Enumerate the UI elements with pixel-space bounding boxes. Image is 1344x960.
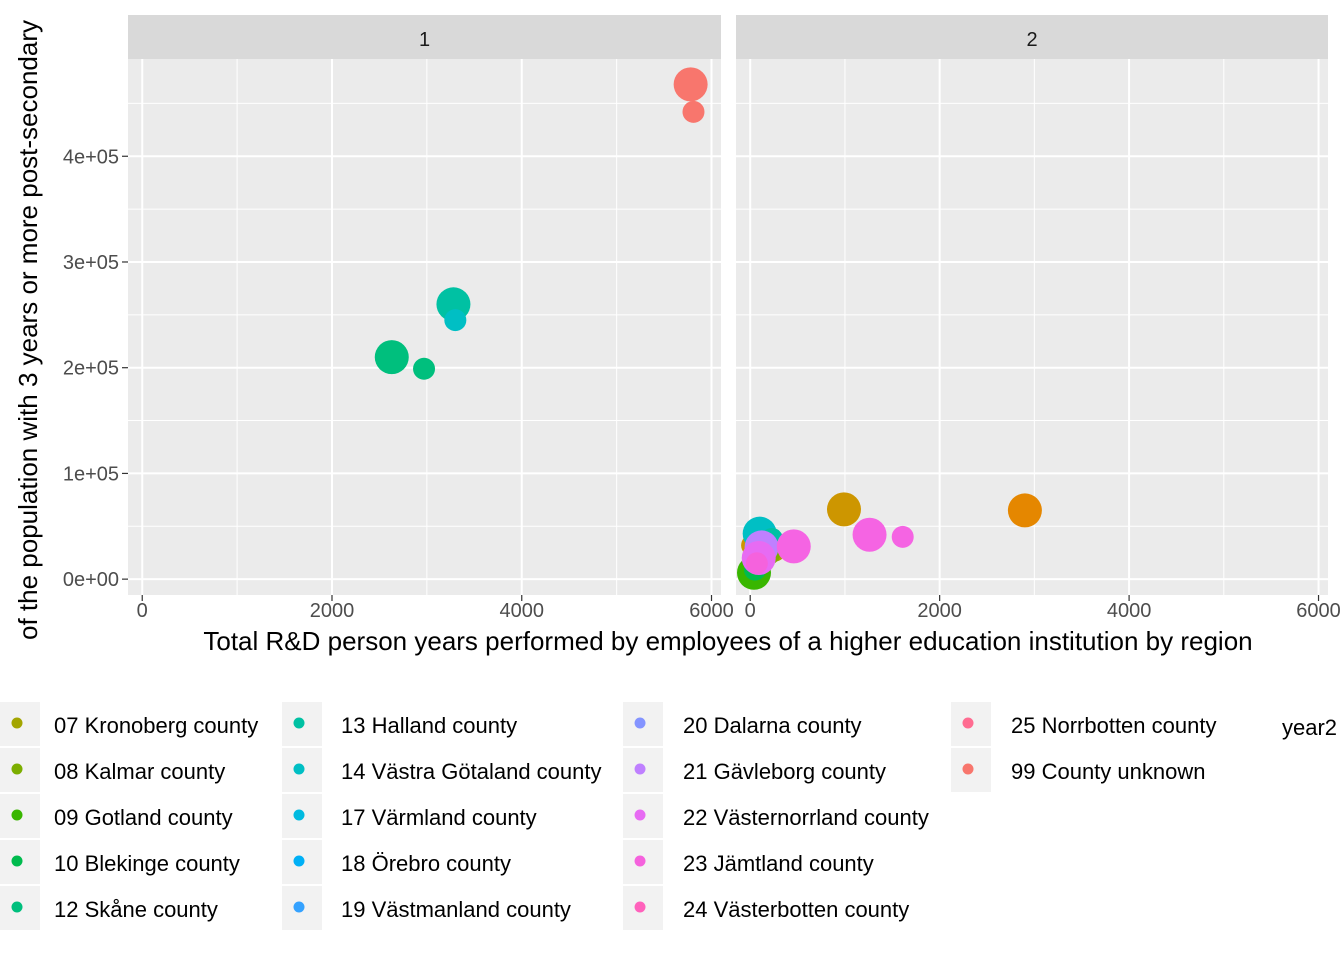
facet-strip-1: [128, 15, 721, 59]
legend-label: 18 Örebro county: [341, 851, 511, 876]
legend-label: 24 Västerbotten county: [683, 897, 909, 922]
data-point: [1018, 502, 1041, 525]
data-point: [682, 100, 705, 123]
x-tick-label: 6000: [689, 600, 734, 622]
data-point: [413, 357, 436, 380]
legend-label: 23 Jämtland county: [683, 851, 874, 876]
x-tick-label: 0: [745, 600, 756, 622]
data-point: [673, 67, 708, 102]
data-point: [374, 340, 409, 375]
panel-background-1: [128, 59, 721, 595]
facet-strip-2: [736, 15, 1328, 59]
legend-key-dot: [293, 901, 305, 913]
x-tick-label: 2000: [917, 600, 962, 622]
y-axis-title: of the population with 3 years or more p…: [13, 20, 43, 640]
x-tick-label: 4000: [500, 600, 545, 622]
legend-label: 99 County unknown: [1011, 759, 1205, 784]
y-tick-label: 3e+05: [63, 252, 119, 274]
legend-label: 17 Värmland county: [341, 805, 537, 830]
data-point: [745, 552, 768, 575]
y-tick-label: 4e+05: [63, 146, 119, 168]
legend-key-dot: [293, 763, 305, 775]
data-point: [826, 492, 861, 527]
x-axis-title: Total R&D person years performed by empl…: [203, 626, 1252, 656]
legend-key-dot: [293, 809, 305, 821]
legend-label: 22 Västernorrland county: [683, 805, 929, 830]
facet-strip-label-1: 1: [419, 29, 430, 51]
legend-key-dot: [11, 763, 23, 775]
legend-key-dot: [11, 855, 23, 867]
legend-label: 09 Gotland county: [54, 805, 233, 830]
legend-key-dot: [11, 809, 23, 821]
legend-label: 20 Dalarna county: [683, 713, 862, 738]
data-point: [891, 525, 914, 548]
y-tick-label: 1e+05: [63, 463, 119, 485]
legend-label: 25 Norrbotten county: [1011, 713, 1216, 738]
legend-title: year2: [1282, 715, 1337, 740]
legend-key-dot: [634, 809, 646, 821]
legend-key-dot: [293, 717, 305, 729]
legend-key-dot: [11, 717, 23, 729]
legend-key-dot: [634, 763, 646, 775]
x-tick-label: 6000: [1296, 600, 1341, 622]
x-tick-label: 0: [137, 600, 148, 622]
legend-label: 10 Blekinge county: [54, 851, 240, 876]
legend-key-dot: [962, 717, 974, 729]
data-point: [444, 309, 467, 332]
legend-label: 14 Västra Götaland county: [341, 759, 602, 784]
legend-key-dot: [634, 901, 646, 913]
legend-label: 19 Västmanland county: [341, 897, 571, 922]
legend-key-dot: [962, 763, 974, 775]
data-point: [852, 517, 887, 552]
x-tick-label: 4000: [1107, 600, 1152, 622]
legend-key-dot: [293, 855, 305, 867]
legend-key-dot: [634, 717, 646, 729]
data-point: [776, 529, 811, 564]
legend-label: 12 Skåne county: [54, 897, 218, 922]
facet-strip-label-2: 2: [1026, 29, 1037, 51]
y-tick-label: 0e+00: [63, 569, 119, 591]
legend-label: 08 Kalmar county: [54, 759, 225, 784]
x-tick-label: 2000: [310, 600, 355, 622]
legend-label: 13 Halland county: [341, 713, 517, 738]
legend-key-dot: [634, 855, 646, 867]
legend-label: 21 Gävleborg county: [683, 759, 886, 784]
legend-label: 07 Kronoberg county: [54, 713, 258, 738]
y-tick-label: 2e+05: [63, 358, 119, 380]
legend-key-dot: [11, 901, 23, 913]
